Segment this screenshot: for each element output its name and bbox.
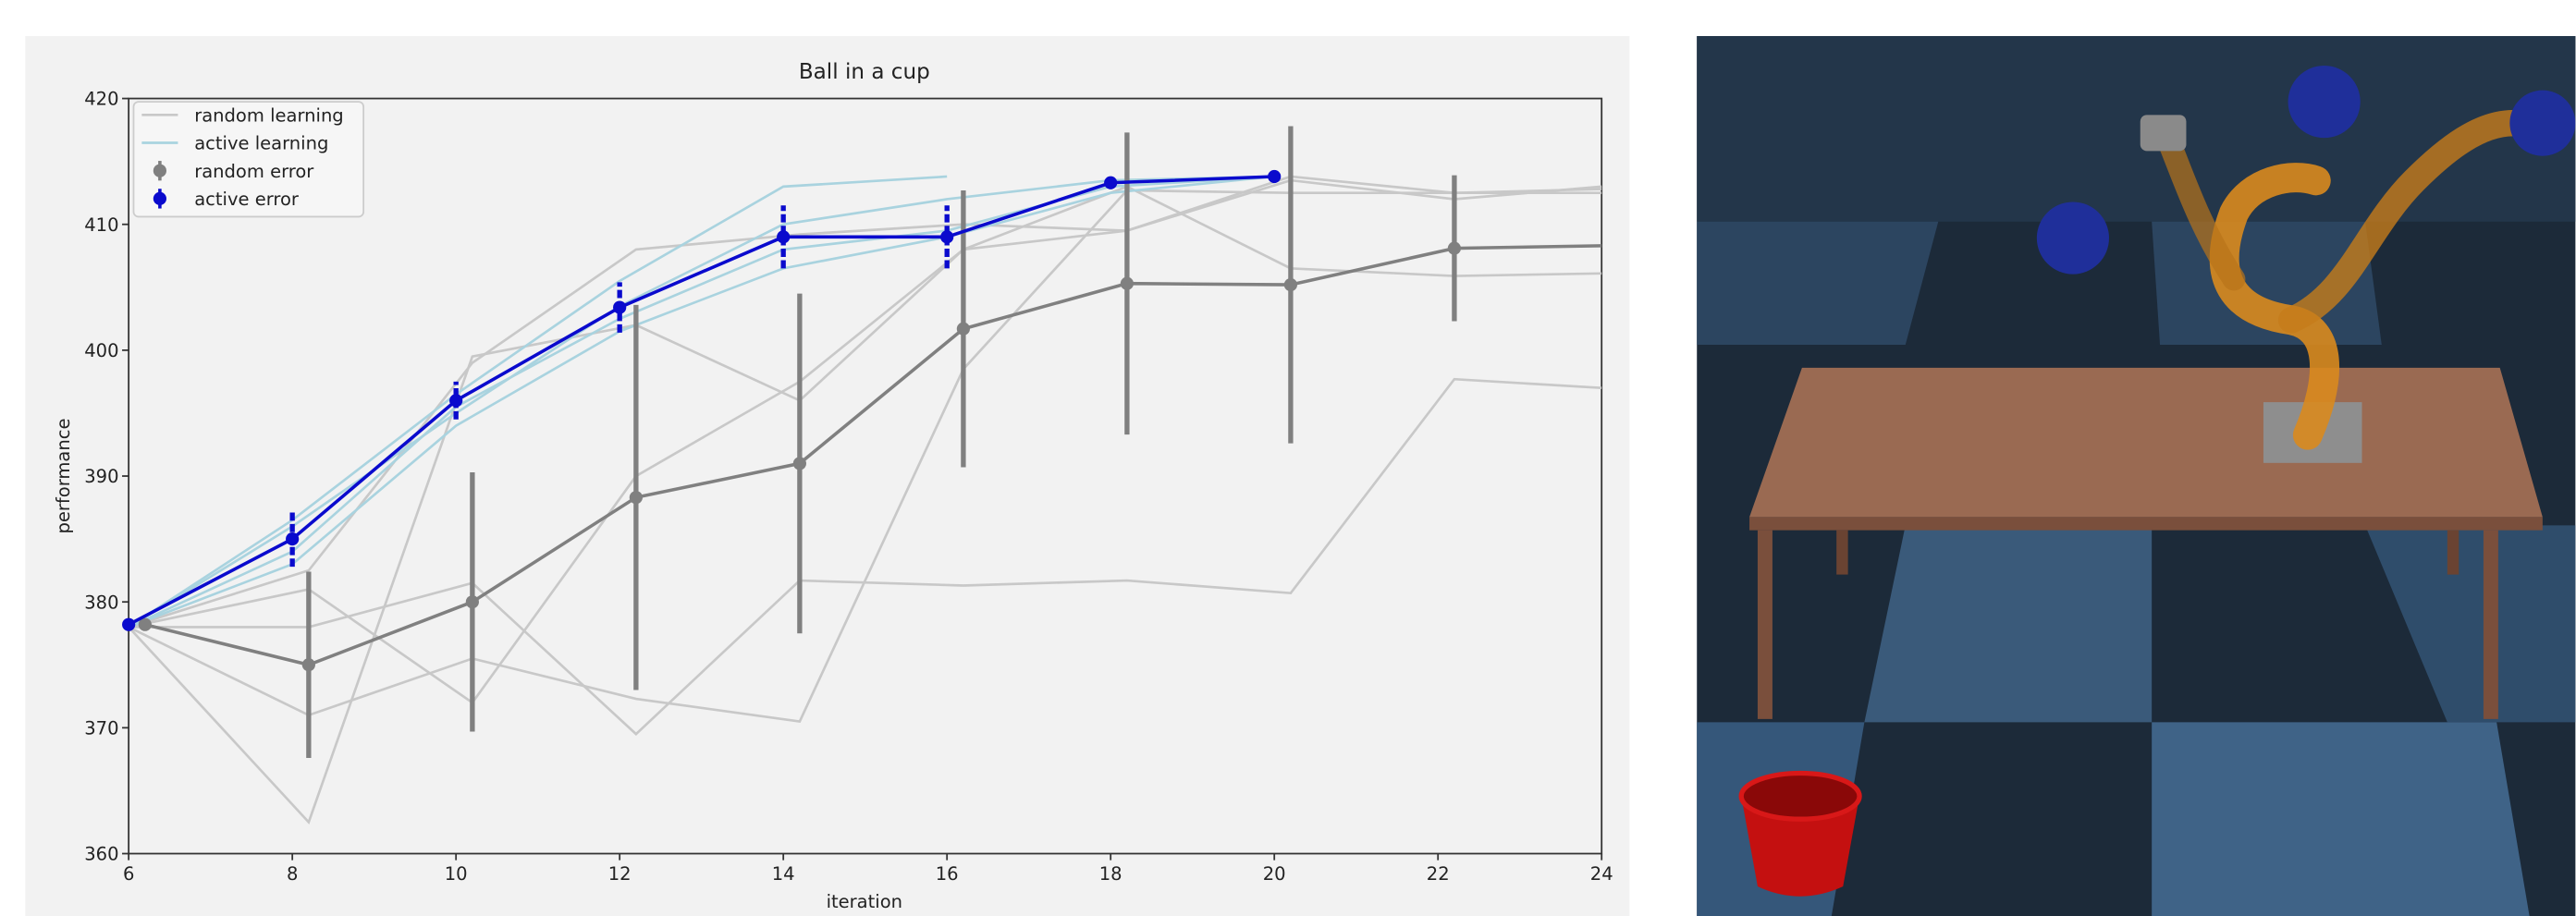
chart-title: Ball in a cup	[799, 60, 930, 84]
x-tick-label: 22	[1427, 863, 1450, 885]
x-tick-label: 24	[1590, 863, 1613, 885]
point	[957, 323, 970, 336]
y-tick-label: 360	[84, 844, 118, 865]
table-leg	[1836, 531, 1847, 575]
legend-label: active learning	[194, 133, 328, 154]
point	[302, 658, 315, 671]
x-axis-label: iteration	[827, 891, 902, 912]
point	[630, 491, 643, 504]
point	[1104, 177, 1117, 189]
y-tick-label: 420	[84, 89, 118, 110]
figure: Ball in a cup iteration performance 6 8 10…	[0, 0, 2576, 916]
point	[449, 394, 462, 407]
point	[1448, 241, 1461, 254]
point	[286, 532, 299, 545]
x-tick-label: 14	[772, 863, 795, 885]
floor-tile	[1697, 222, 1938, 345]
floor-tile	[1864, 525, 2152, 722]
point	[613, 300, 626, 313]
scene-wall	[1697, 36, 2575, 222]
legend-label: random learning	[194, 104, 344, 126]
point	[122, 618, 135, 631]
point	[1268, 170, 1281, 183]
point	[466, 595, 479, 608]
point	[1121, 277, 1134, 290]
legend-swatch	[153, 192, 166, 205]
y-tick-label: 390	[84, 466, 118, 487]
table-edge	[1749, 517, 2543, 530]
legend-swatch	[153, 165, 166, 177]
table-leg	[2484, 531, 2498, 719]
x-tick-label: 12	[608, 863, 632, 885]
table-leg	[2447, 531, 2459, 575]
y-tick-label: 410	[84, 214, 118, 236]
ball	[2288, 66, 2361, 138]
y-axis-label: performance	[53, 419, 74, 534]
point	[940, 230, 953, 243]
page: {"chart_data": { "type": "line", "title"…	[0, 0, 2576, 916]
y-tick-label: 380	[84, 592, 118, 613]
x-tick-label: 6	[123, 863, 134, 885]
ball	[2509, 91, 2575, 156]
point	[793, 457, 806, 470]
point	[777, 230, 790, 243]
floor-tile	[2152, 722, 2529, 916]
cup-gripper	[2141, 115, 2187, 151]
y-tick-label: 400	[84, 340, 118, 361]
x-tick-label: 18	[1099, 863, 1122, 885]
legend-label: active error	[194, 189, 300, 210]
point	[1284, 278, 1297, 291]
table-leg	[1758, 531, 1773, 719]
x-tick-label: 20	[1263, 863, 1286, 885]
legend-label: random error	[194, 161, 314, 182]
simulation-scene	[1697, 36, 2575, 916]
x-tick-label: 16	[936, 863, 959, 885]
red-cup-rim	[1741, 773, 1859, 819]
x-tick-label: 8	[287, 863, 298, 885]
x-tick-label: 10	[445, 863, 468, 885]
y-tick-label: 370	[84, 717, 118, 739]
table-top	[1749, 368, 2543, 518]
ball	[2037, 202, 2109, 274]
